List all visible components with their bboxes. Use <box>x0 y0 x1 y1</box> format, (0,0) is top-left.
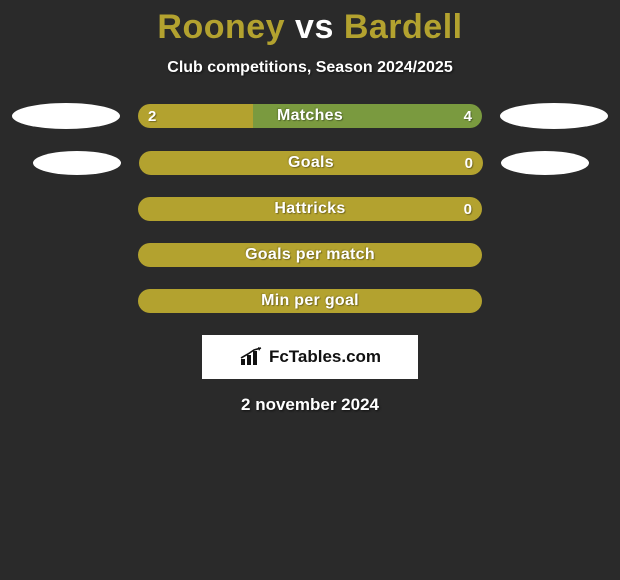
stat-bar: 24Matches <box>138 104 482 128</box>
stat-label: Min per goal <box>138 289 482 313</box>
logo-box[interactable]: FcTables.com <box>202 335 418 379</box>
subtitle: Club competitions, Season 2024/2025 <box>167 59 452 77</box>
page-title: Rooney vs Bardell <box>157 8 462 47</box>
infographic-root: Rooney vs Bardell Club competitions, Sea… <box>0 0 620 415</box>
club-logo-left <box>33 151 121 175</box>
comparison-row: Goals per match <box>0 243 620 267</box>
stat-bar: Goals per match <box>138 243 482 267</box>
logo-text: FcTables.com <box>269 347 381 367</box>
stat-label: Matches <box>138 104 482 128</box>
comparison-row: 0Goals <box>0 151 620 175</box>
stat-bar: Min per goal <box>138 289 482 313</box>
comparison-row: 0Hattricks <box>0 197 620 221</box>
title-vs: vs <box>295 8 334 46</box>
stat-label: Goals <box>139 151 483 175</box>
club-logo-right <box>501 151 589 175</box>
stat-bar: 0Hattricks <box>138 197 482 221</box>
logo: FcTables.com <box>239 347 381 367</box>
stat-bar: 0Goals <box>139 151 483 175</box>
bar-chart-icon <box>239 347 265 367</box>
stat-label: Hattricks <box>138 197 482 221</box>
comparison-row: 24Matches <box>0 103 620 129</box>
comparison-rows: 24Matches 0Goals 0Hattricks Goals per match… <box>0 103 620 313</box>
comparison-row: Min per goal <box>0 289 620 313</box>
footer-date: 2 november 2024 <box>241 395 379 415</box>
title-player2: Bardell <box>344 8 463 46</box>
player-photo-right <box>500 103 608 129</box>
title-player1: Rooney <box>157 8 285 46</box>
player-photo-left <box>12 103 120 129</box>
stat-label: Goals per match <box>138 243 482 267</box>
